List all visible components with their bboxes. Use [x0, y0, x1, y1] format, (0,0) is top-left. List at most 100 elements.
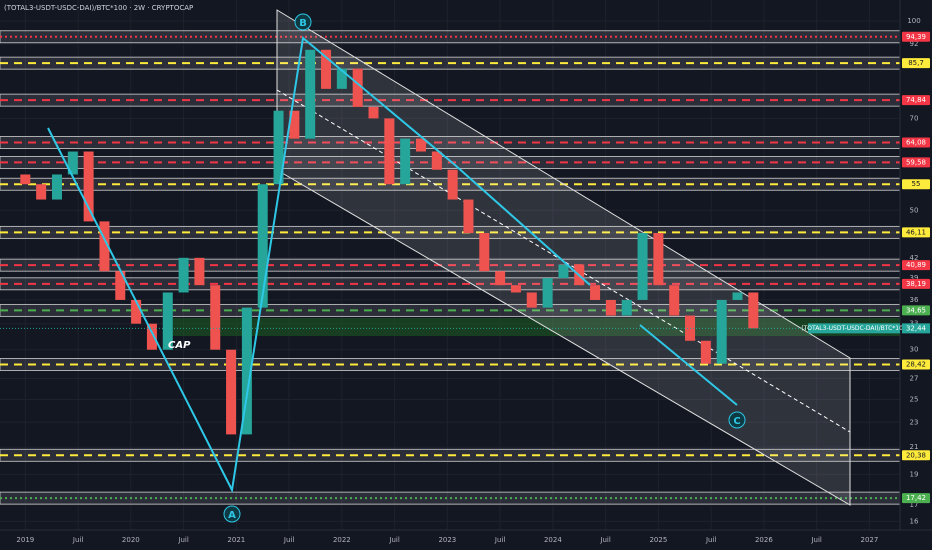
x-tick-label: 2020	[122, 536, 140, 544]
abc-line	[47, 36, 591, 494]
candle-body	[20, 174, 31, 185]
level-tag	[902, 278, 930, 289]
candles	[20, 49, 759, 435]
candle-body	[653, 233, 664, 286]
candle-body	[479, 233, 490, 272]
annotations: A B C CAP	[168, 13, 746, 523]
candle-body	[669, 285, 680, 316]
candle-body	[36, 184, 47, 200]
level-tag	[902, 58, 930, 69]
level-tag-label: 85,7	[908, 59, 924, 67]
candle-body	[305, 49, 316, 139]
candle-body	[590, 285, 601, 300]
candle-body	[289, 110, 300, 139]
level-tag-label: 94,39	[906, 33, 926, 41]
candle-body	[51, 174, 62, 200]
candle-body	[447, 169, 458, 200]
wave-lines	[47, 36, 738, 494]
y-tick-label: 21	[910, 443, 919, 451]
level-tag-label: 46,11	[906, 228, 926, 236]
x-tick-label: 2026	[755, 536, 773, 544]
last-price-name: (TOTAL3-USDT-USDC-DAI)/BTC*100	[801, 325, 907, 332]
wave-marker	[294, 13, 312, 31]
candle-body	[146, 323, 157, 350]
candle-body	[431, 151, 442, 170]
x-tick-label: 2019	[16, 536, 34, 544]
candle-body	[368, 106, 379, 119]
y-tick-label: 42	[910, 254, 919, 262]
candle-body	[542, 278, 553, 308]
y-tick-label: 39	[910, 274, 919, 282]
x-tick-label: Juil	[283, 536, 294, 544]
candle-body	[257, 184, 268, 308]
candle-body	[700, 340, 711, 364]
candle-body	[67, 151, 78, 175]
level-tag	[902, 305, 930, 316]
level-tag	[902, 493, 930, 504]
x-tick-label: 2025	[649, 536, 667, 544]
x-tick-label: 2023	[438, 536, 456, 544]
axes: 100927050464239363330272523211917162019J…	[0, 17, 930, 544]
level-tag	[902, 157, 930, 168]
candle-body	[194, 257, 205, 286]
x-tick-label: 2027	[860, 536, 878, 544]
last-price-name-tag	[808, 323, 900, 334]
x-tick-label: Juil	[705, 536, 716, 544]
x-tick-label: Juil	[72, 536, 83, 544]
wave-label: C	[733, 416, 740, 427]
candle-body	[605, 299, 616, 316]
x-tick-label: Juil	[494, 536, 505, 544]
candle-body	[415, 138, 426, 152]
annotation-text: CAP	[168, 340, 191, 351]
x-tick-label: Juil	[810, 536, 821, 544]
level-tag	[902, 359, 930, 370]
wave-marker	[223, 505, 241, 523]
y-tick-label: 100	[907, 17, 920, 25]
candle-body	[99, 221, 110, 272]
candle-body	[226, 349, 237, 435]
level-tag-label: 74,84	[906, 96, 927, 104]
x-tick-label: Juil	[599, 536, 610, 544]
wave-label: B	[299, 18, 307, 29]
y-tick-label: 23	[910, 418, 919, 426]
candle-body	[162, 292, 173, 350]
candle-body	[716, 299, 727, 364]
candle-body	[621, 299, 632, 316]
candle-body	[336, 68, 347, 89]
y-tick-label: 30	[910, 346, 919, 354]
candle-body	[115, 271, 126, 300]
level-tag	[902, 95, 930, 106]
level-tag	[902, 450, 930, 461]
candle-body	[748, 292, 759, 329]
candle-body	[273, 110, 284, 185]
candle-body	[131, 299, 142, 324]
level-tag-label: 34,65	[906, 306, 926, 314]
x-tick-label: 2021	[227, 536, 245, 544]
support-zone	[165, 318, 900, 336]
level-tag-label: 20,38	[906, 451, 926, 459]
candle-body	[210, 285, 221, 350]
level-tag	[902, 137, 930, 148]
candle-body	[321, 49, 332, 89]
level-tag	[902, 260, 930, 271]
level-tag	[902, 31, 930, 42]
candle-body	[400, 138, 411, 185]
x-tick-label: 2024	[544, 536, 562, 544]
candle-body	[526, 292, 537, 308]
x-tick-label: 2022	[333, 536, 351, 544]
y-tick-label: 36	[910, 296, 919, 304]
candle-body	[241, 307, 252, 435]
level-tag-label: 55	[912, 180, 921, 188]
y-tick-label: 27	[910, 374, 919, 382]
last-price-tag	[902, 323, 930, 334]
wave-label: A	[228, 510, 236, 521]
candle-body	[637, 233, 648, 300]
y-tick-label: 92	[910, 40, 919, 48]
candle-body	[558, 264, 569, 279]
y-tick-label: 25	[910, 395, 919, 403]
candle-body	[495, 271, 506, 286]
level-tag	[902, 179, 930, 190]
candle-body	[732, 292, 743, 300]
